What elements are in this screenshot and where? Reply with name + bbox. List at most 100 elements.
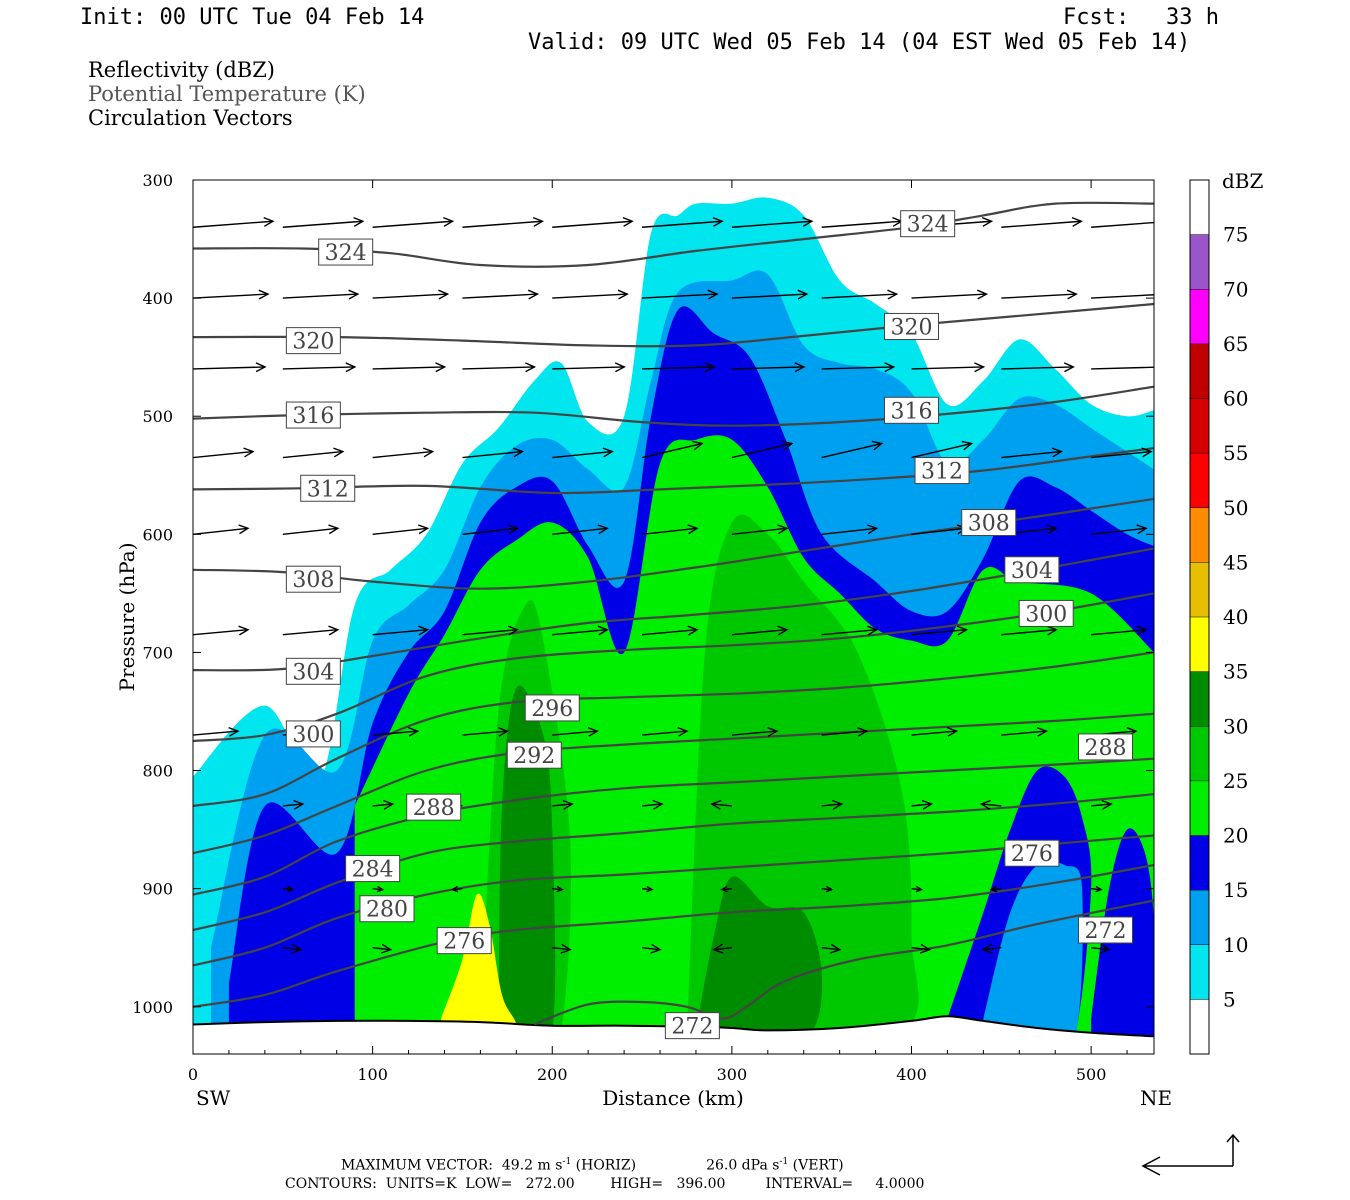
vector-arrow: [193, 524, 250, 536]
vector-shaft: [711, 803, 732, 807]
y-axis-label: Pressure (hPa): [115, 543, 139, 692]
theta-312: [193, 447, 1154, 495]
vector-shaft: [193, 805, 194, 806]
theta-label-box: [406, 793, 462, 821]
colorbar-label: 45: [1223, 550, 1248, 574]
vector-arrow: [1091, 362, 1154, 372]
theta-label: 272: [1085, 919, 1127, 944]
theta-label: 296: [531, 697, 573, 722]
theta-label-box: [1078, 916, 1134, 944]
vector-shaft: [911, 629, 967, 636]
vector-head: [597, 524, 609, 535]
theta-label-box: [1004, 839, 1060, 867]
valid-time: Valid: 09 UTC Wed 05 Feb 14 (04 EST Wed …: [528, 30, 1191, 55]
vector-arrow: [1091, 885, 1103, 893]
vector-shaft: [1091, 294, 1154, 299]
vector-head: [328, 625, 340, 636]
vector-shaft: [552, 450, 613, 459]
vector-arrow: [1091, 294, 1154, 299]
vector-shaft: [372, 293, 448, 299]
theta-label: 316: [292, 404, 334, 429]
vector-arrow: [372, 524, 430, 536]
theta-label: 280: [366, 898, 408, 923]
y-tick-label: 800: [142, 762, 173, 781]
vector-shaft: [282, 450, 343, 459]
vector-shaft: [1091, 221, 1154, 228]
vector-head: [867, 524, 879, 535]
vector-arrow: [372, 799, 395, 810]
vector-arrow: [731, 625, 789, 636]
sw-label: SW: [196, 1086, 231, 1110]
axes: 0 100 200 300 400 500 300 400 500 600 700 800 900 100…: [115, 171, 1172, 1110]
vector-arrow: [642, 289, 719, 300]
vector-head: [562, 799, 574, 810]
x-tick-label: 300: [717, 1065, 748, 1084]
contour-info: CONTOURS: UNITS=K LOW= 272.00 HIGH= 396.…: [285, 1176, 925, 1192]
theta-label: 320: [891, 315, 933, 340]
vector-arrow: [462, 726, 510, 737]
y-tick-label: 500: [142, 407, 173, 426]
vector-head: [376, 885, 385, 893]
vector-arrow: [821, 799, 844, 810]
vector-shaft: [552, 220, 633, 228]
colorbar-swatch: [1190, 890, 1209, 945]
vector-head: [687, 625, 699, 636]
vector-arrow: [372, 289, 450, 300]
vector-shaft: [821, 293, 897, 299]
vector-arrow: [282, 216, 365, 228]
vector-head: [1051, 447, 1063, 458]
vector-arrow: [641, 524, 699, 536]
vector-head: [527, 289, 540, 300]
vector-shaft: [462, 527, 518, 536]
vector-shaft: [552, 366, 625, 370]
vector-shaft: [1001, 220, 1082, 228]
vector-head: [802, 216, 814, 227]
vector-arrow: [821, 885, 834, 893]
vector-shaft: [282, 887, 293, 891]
vector-arrow: [710, 799, 732, 810]
refl-core-30dbz: [498, 685, 556, 1054]
vector-arrow: [731, 362, 806, 373]
vector-arrow: [282, 625, 340, 636]
vector-shaft: [821, 442, 882, 459]
vector-head: [974, 362, 986, 373]
vector-arrow: [911, 726, 959, 737]
vector-head: [617, 289, 629, 300]
vector-shaft: [731, 220, 812, 228]
colorbar-label: 65: [1223, 332, 1248, 356]
vector-shaft: [372, 220, 453, 228]
vector-arrow: [642, 362, 716, 373]
vector-shaft: [282, 947, 301, 951]
vector-arrow: [731, 289, 809, 300]
vector-head: [977, 289, 989, 300]
vector-head: [677, 726, 689, 737]
theta-label: 276: [443, 930, 485, 955]
theta-label-box: [900, 210, 956, 238]
vector-head: [710, 799, 722, 810]
theta-label-box: [285, 657, 341, 685]
field-theta: Potential Temperature (K): [88, 82, 366, 106]
vector-shaft: [981, 803, 1002, 807]
vector-arrow: [989, 885, 1002, 893]
y-tick-label: 1000: [132, 998, 173, 1017]
vector-arrow: [552, 799, 574, 810]
theta-label-box: [285, 327, 341, 355]
colorbar-swatch: [1190, 726, 1209, 781]
vector-arrow: [372, 726, 420, 737]
vector-head: [919, 943, 932, 954]
theta-label: 320: [292, 330, 334, 355]
theta-label: 300: [292, 723, 334, 748]
vector-arrow: [642, 216, 724, 228]
vector-arrow: [372, 216, 455, 228]
vector-arrow: [1091, 799, 1113, 810]
vector-arrow: [1091, 221, 1154, 228]
colorbar-swatch: [1190, 617, 1209, 672]
vector-head: [781, 440, 794, 451]
vector-shaft: [462, 450, 523, 459]
vector-shaft: [1001, 730, 1047, 736]
vector-head: [825, 885, 834, 893]
vector-arrow: [821, 524, 879, 536]
theta-label-box: [300, 474, 356, 502]
vector-shaft: [552, 527, 608, 536]
vector-head: [602, 447, 614, 458]
